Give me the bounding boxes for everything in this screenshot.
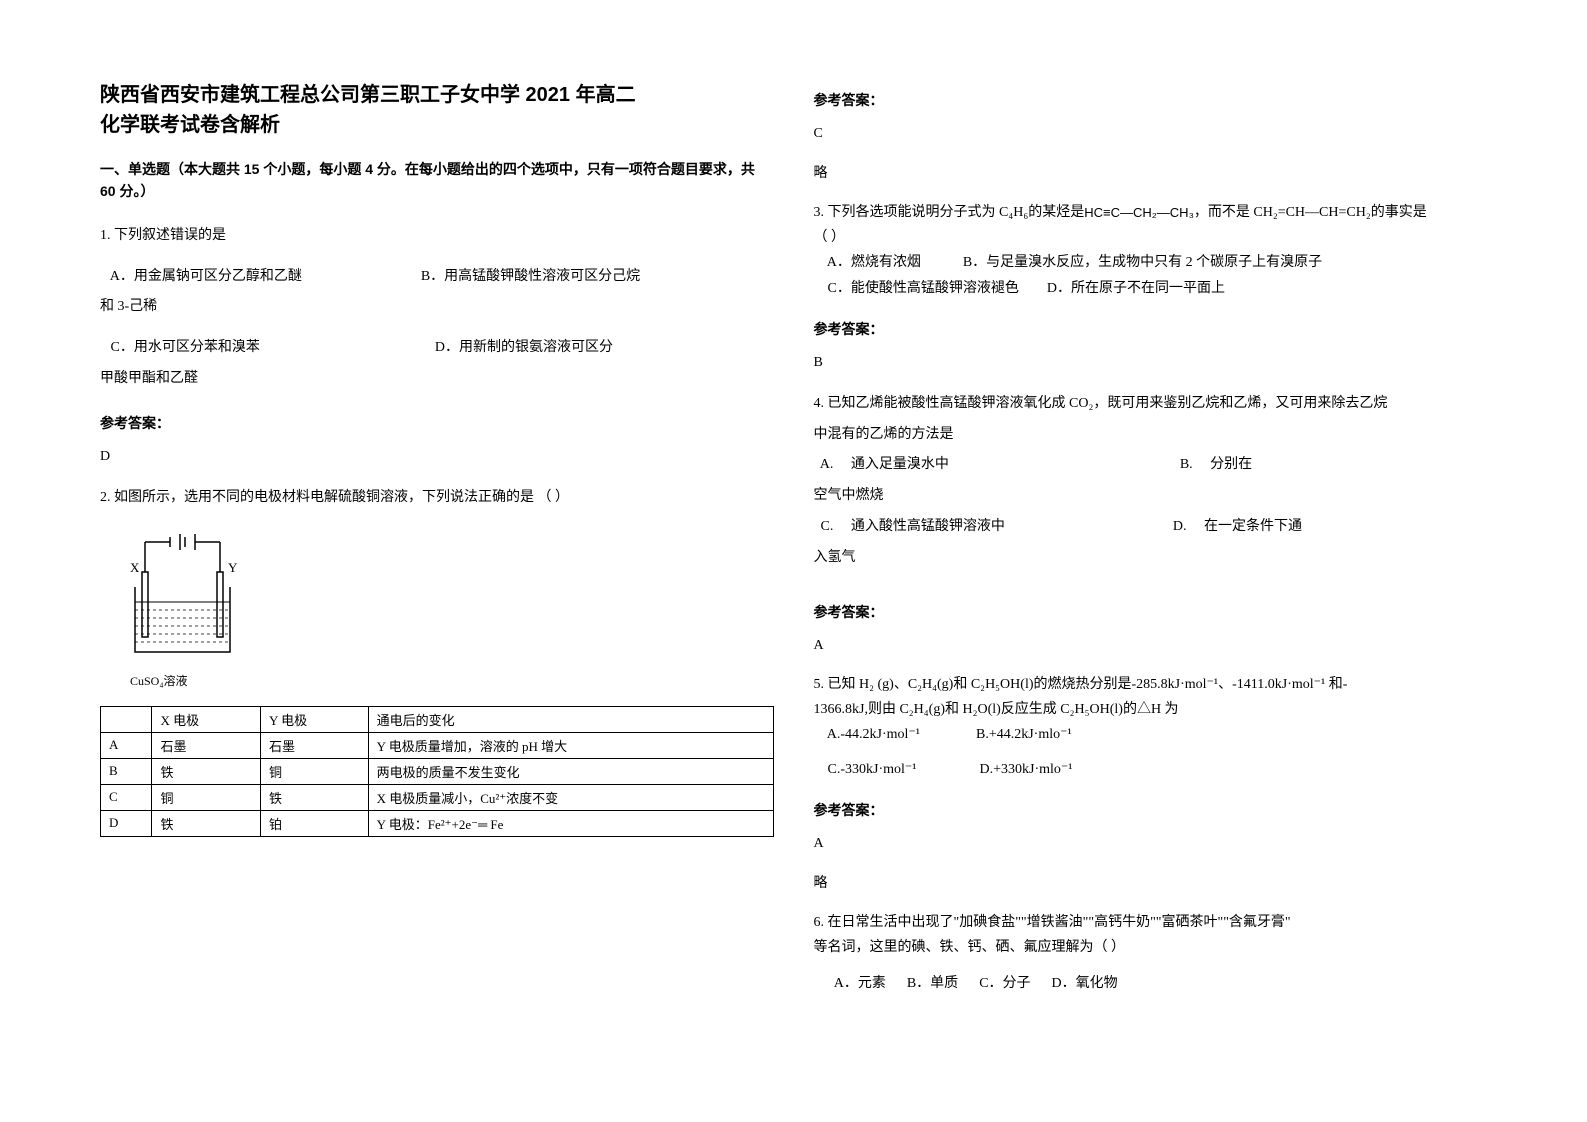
q3-row1: A．燃烧有浓烟 B．与足量溴水反应，生成物中只有 2 个碳原子上有溴原子 [814,250,1488,275]
q5-row2: C.-330kJ·mol⁻¹ D.+330kJ·mlo⁻¹ [814,757,1488,782]
q6-stem1: 6. 在日常生活中出现了"加碘食盐""增铁酱油""高钙牛奶""富硒茶叶""含氟牙… [814,915,1291,930]
q4-row2b: 入氢气 [814,543,1488,574]
q3-stem-pre: 3. 下列各选项能说明分子式为 C₄H₆的某烃是 [814,205,1085,220]
table-header-row: X 电极 Y 电极 通电后的变化 [101,706,774,732]
q1-answer: D [100,443,774,471]
th-x: X 电极 [152,706,261,732]
q1-row2b: 甲酸甲酯和乙醛 [100,364,774,395]
circuit-diagram: X Y [130,532,774,667]
q6: 6. 在日常生活中出现了"加碘食盐""增铁酱油""高钙牛奶""富硒茶叶""含氟牙… [814,910,1488,996]
q1-row1b: 和 3-己稀 [100,292,774,323]
q5-answer: A [814,830,1488,858]
q4-row1: A. 通入足量溴水中 B. 分别在 [814,450,1488,481]
circuit-caption: CuSO₄溶液 [130,672,774,689]
q1-row2: C．用水可区分苯和溴苯 D．用新制的银氨溶液可区分 [100,333,774,364]
q5-stem1: 5. 已知 H₂ (g)、C₂H₄(g)和 C₂H₅OH(l)的燃烧热分别是-2… [814,677,1348,692]
q4-stem2: 中混有的乙烯的方法是 [814,427,954,442]
title-line-1: 陕西省西安市建筑工程总公司第三职工子女中学 2021 年高二 [100,84,636,106]
q3: 3. 下列各选项能说明分子式为 C₄H₆的某烃是HC≡C—CH₂—CH₃，而不是… [814,200,1488,301]
q2-note: 略 [814,160,1488,188]
svg-text:Y: Y [228,560,238,575]
q4-answer-label: 参考答案： [814,602,1488,622]
q2-stem: 2. 如图所示，选用不同的电极材料电解硫酸铜溶液，下列说法正确的是 （ ） [100,483,774,514]
th-y: Y 电极 [261,706,369,732]
section-heading: 一、单选题（本大题共 15 个小题，每小题 4 分。在每小题给出的四个选项中，只… [100,158,774,203]
table-row: B 铁 铜 两电极的质量不发生变化 [101,758,774,784]
q5-stem2: 1366.8kJ,则由 C₂H₄(g)和 H₂O(l)反应生成 C₂H₅OH(l… [814,702,1179,717]
q1-stem: 1. 下列叙述错误的是 [100,228,226,243]
q3-formula: HC≡C—CH₂—CH₃ [1084,201,1194,224]
q3-answer-label: 参考答案： [814,319,1488,339]
q4-answer: A [814,632,1488,660]
title-line-2: 化学联考试卷含解析 [100,114,280,136]
q5: 5. 已知 H₂ (g)、C₂H₄(g)和 C₂H₅OH(l)的燃烧热分别是-2… [814,672,1488,783]
q3-stem-post: ，而不是 CH₂=CH—CH=CH₂的事实是 [1194,205,1427,220]
q3-row2: C．能使酸性高锰酸钾溶液褪色 D．所在原子不在同一平面上 [814,276,1488,301]
right-column: 参考答案： C 略 3. 下列各选项能说明分子式为 C₄H₆的某烃是HC≡C—C… [814,80,1488,1082]
q2-answer-label: 参考答案： [814,90,1488,110]
q6-options: A．元素 B．单质 C．分子 D．氧化物 [814,971,1488,996]
q1: 1. 下列叙述错误的是 A．用金属钠可区分乙醇和乙醚 B．用高锰酸钾酸性溶液可区… [100,221,774,395]
q1-row1: A．用金属钠可区分乙醇和乙醚 B．用高锰酸钾酸性溶液可区分己烷 [100,262,774,293]
q5-row1: A.-44.2kJ·mol⁻¹ B.+44.2kJ·mlo⁻¹ [814,722,1488,747]
q2-answer: C [814,120,1488,148]
q5-note: 略 [814,870,1488,898]
electrode-table: X 电极 Y 电极 通电后的变化 A 石墨 石墨 Y 电极质量增加，溶液的 pH… [100,706,774,837]
q4-row2: C. 通入酸性高锰酸钾溶液中 D. 在一定条件下通 [814,512,1488,543]
th-blank [101,706,152,732]
q5-answer-label: 参考答案： [814,800,1488,820]
table-row: C 铜 铁 X 电极质量减小，Cu²⁺浓度不变 [101,784,774,810]
table-row: D 铁 铂 Y 电极：Fe²⁺+2e⁻═ Fe [101,810,774,836]
left-column: 陕西省西安市建筑工程总公司第三职工子女中学 2021 年高二 化学联考试卷含解析… [100,80,774,1082]
q4-stem1: 4. 已知乙烯能被酸性高锰酸钾溶液氧化成 CO₂，既可用来鉴别乙烷和乙烯，又可用… [814,396,1388,411]
q4-row1b: 空气中燃烧 [814,481,1488,512]
svg-text:X: X [130,560,140,575]
table-row: A 石墨 石墨 Y 电极质量增加，溶液的 pH 增大 [101,732,774,758]
q1-answer-label: 参考答案： [100,413,774,433]
q3-answer: B [814,349,1488,377]
q4: 4. 已知乙烯能被酸性高锰酸钾溶液氧化成 CO₂，既可用来鉴别乙烷和乙烯，又可用… [814,389,1488,574]
th-change: 通电后的变化 [368,706,773,732]
exam-title: 陕西省西安市建筑工程总公司第三职工子女中学 2021 年高二 化学联考试卷含解析 [100,80,774,140]
q6-stem2: 等名词，这里的碘、铁、钙、硒、氟应理解为（ ） [814,940,1126,955]
q3-blank: （ ） [814,230,846,245]
